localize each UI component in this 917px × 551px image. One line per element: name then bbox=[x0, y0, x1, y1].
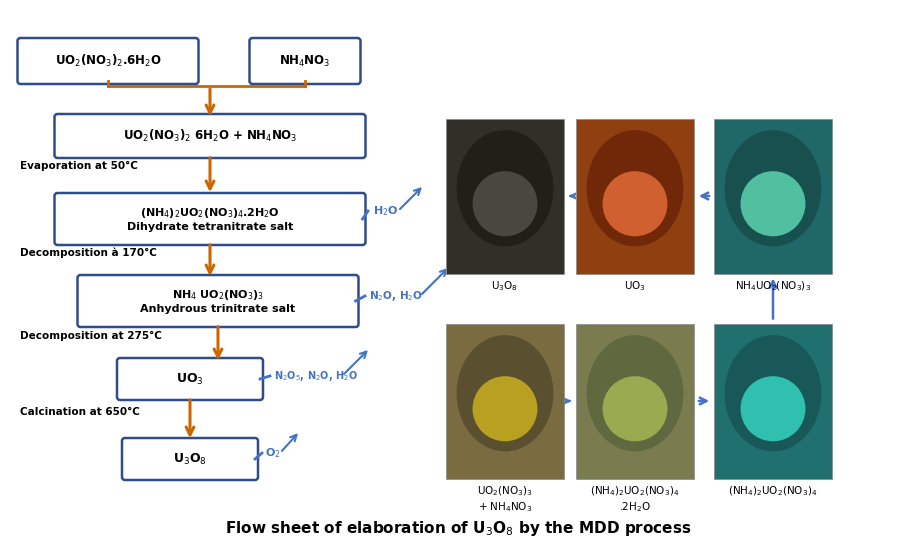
FancyBboxPatch shape bbox=[17, 38, 198, 84]
Ellipse shape bbox=[602, 376, 668, 441]
Text: NH$_4$UO$_2$(NO$_3$)$_3$: NH$_4$UO$_2$(NO$_3$)$_3$ bbox=[735, 279, 812, 293]
Text: Flow sheet of elaboration of U$_3$O$_8$ by the MDD process: Flow sheet of elaboration of U$_3$O$_8$ … bbox=[225, 520, 691, 538]
Text: Decomposition à 170°C: Decomposition à 170°C bbox=[20, 247, 157, 257]
Ellipse shape bbox=[587, 335, 683, 451]
Text: N$_2$O$_5$, N$_2$O, H$_2$O: N$_2$O$_5$, N$_2$O, H$_2$O bbox=[274, 369, 358, 383]
Bar bbox=[446, 323, 564, 478]
Bar bbox=[576, 323, 694, 478]
Ellipse shape bbox=[457, 130, 553, 246]
Text: UO$_3$: UO$_3$ bbox=[176, 371, 204, 387]
Ellipse shape bbox=[472, 171, 537, 236]
Bar bbox=[714, 118, 832, 273]
Bar bbox=[446, 118, 564, 273]
FancyBboxPatch shape bbox=[54, 193, 366, 245]
Bar bbox=[446, 118, 564, 273]
Bar bbox=[714, 323, 832, 478]
Ellipse shape bbox=[587, 130, 683, 246]
Ellipse shape bbox=[741, 171, 805, 236]
Bar bbox=[446, 323, 564, 478]
FancyBboxPatch shape bbox=[54, 114, 366, 158]
Text: N$_2$O, H$_2$O: N$_2$O, H$_2$O bbox=[369, 289, 423, 303]
Text: Calcination at 650°C: Calcination at 650°C bbox=[20, 407, 140, 417]
Ellipse shape bbox=[741, 376, 805, 441]
Ellipse shape bbox=[724, 335, 822, 451]
Bar bbox=[576, 323, 694, 478]
Text: (NH$_4$)$_2$UO$_2$(NO$_3$)$_4$: (NH$_4$)$_2$UO$_2$(NO$_3$)$_4$ bbox=[728, 484, 818, 498]
Text: O$_2$: O$_2$ bbox=[265, 446, 281, 460]
FancyBboxPatch shape bbox=[117, 358, 263, 400]
Ellipse shape bbox=[472, 376, 537, 441]
Text: UO$_2$(NO$_3$)$_2$.6H$_2$O: UO$_2$(NO$_3$)$_2$.6H$_2$O bbox=[55, 53, 161, 69]
Text: NH$_4$NO$_3$: NH$_4$NO$_3$ bbox=[280, 53, 331, 68]
Bar bbox=[576, 118, 694, 273]
Text: NH$_4$ UO$_2$(NO$_3$)$_3$
Anhydrous trinitrate salt: NH$_4$ UO$_2$(NO$_3$)$_3$ Anhydrous trin… bbox=[140, 288, 295, 314]
Text: Decomposition at 275°C: Decomposition at 275°C bbox=[20, 331, 162, 341]
Text: Evaporation at 50°C: Evaporation at 50°C bbox=[20, 161, 138, 171]
Ellipse shape bbox=[457, 335, 553, 451]
Text: UO$_2$(NO$_3$)$_2$ 6H$_2$O + NH$_4$NO$_3$: UO$_2$(NO$_3$)$_2$ 6H$_2$O + NH$_4$NO$_3… bbox=[123, 128, 297, 144]
Ellipse shape bbox=[724, 130, 822, 246]
Text: U$_3$O$_8$: U$_3$O$_8$ bbox=[173, 451, 207, 467]
Text: (NH$_4$)$_2$UO$_2$(NO$_3$)$_4$.2H$_2$O
Dihydrate tetranitrate salt: (NH$_4$)$_2$UO$_2$(NO$_3$)$_4$.2H$_2$O D… bbox=[127, 206, 293, 232]
Bar bbox=[576, 118, 694, 273]
Text: UO$_3$: UO$_3$ bbox=[624, 279, 646, 293]
Ellipse shape bbox=[602, 171, 668, 236]
Text: H$_2$O: H$_2$O bbox=[373, 204, 399, 218]
Bar bbox=[714, 118, 832, 273]
FancyBboxPatch shape bbox=[122, 438, 258, 480]
Text: U$_3$O$_8$: U$_3$O$_8$ bbox=[492, 279, 518, 293]
FancyBboxPatch shape bbox=[78, 275, 359, 327]
Text: (NH$_4$)$_2$UO$_2$(NO$_3$)$_4$
.2H$_2$O: (NH$_4$)$_2$UO$_2$(NO$_3$)$_4$ .2H$_2$O bbox=[591, 484, 679, 514]
Text: UO$_2$(NO$_3$)$_3$
+ NH$_4$NO$_3$: UO$_2$(NO$_3$)$_3$ + NH$_4$NO$_3$ bbox=[477, 484, 533, 514]
FancyBboxPatch shape bbox=[249, 38, 360, 84]
Bar bbox=[714, 323, 832, 478]
